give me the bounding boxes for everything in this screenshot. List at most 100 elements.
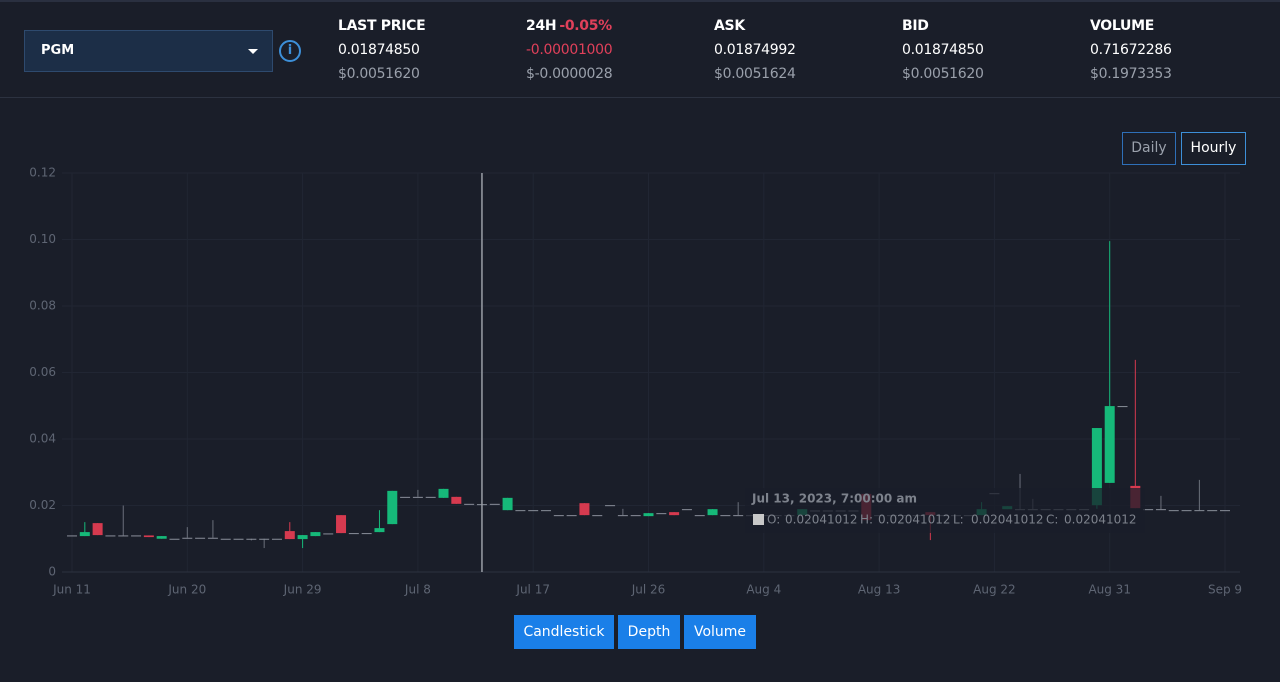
header: PGM i LAST PRICE 0.01874850 $0.0051620 24H -… — [0, 0, 1280, 98]
candle-body — [1091, 428, 1102, 506]
candle-body — [541, 510, 552, 512]
candle-body — [528, 510, 539, 512]
candle-body — [669, 512, 680, 516]
tooltip-value: 0.02041012 — [878, 513, 951, 527]
candle-body — [1155, 509, 1166, 511]
candle-body — [220, 538, 231, 540]
candle-body — [1194, 510, 1205, 512]
y-tick-label: 0.02 — [29, 498, 56, 512]
stat-label-text: LAST PRICE — [338, 18, 426, 34]
candle-body — [271, 538, 282, 540]
candle-body — [1104, 406, 1115, 483]
hourly-button[interactable]: Hourly — [1181, 132, 1246, 165]
candle-body — [169, 538, 180, 540]
candle-body — [579, 503, 590, 516]
y-tick-label: 0 — [48, 565, 56, 579]
candle-body — [733, 515, 744, 517]
info-icon[interactable]: i — [279, 40, 301, 62]
tooltip-value: 0.02041012 — [785, 513, 858, 527]
tooltip-label: C: — [1046, 513, 1058, 527]
candle-body — [284, 531, 295, 540]
candle-body — [118, 535, 129, 537]
stat-label: ASK — [714, 18, 745, 34]
stat-label: LAST PRICE — [338, 18, 426, 34]
y-tick-label: 0.12 — [29, 166, 56, 180]
stat-usd: $0.0051620 — [902, 66, 984, 82]
candle-body — [464, 503, 475, 505]
candle-body — [720, 515, 731, 517]
candle-body — [182, 537, 193, 539]
candle-body — [643, 513, 654, 517]
candle-body — [387, 490, 398, 525]
tooltip-value: 0.02041012 — [971, 513, 1044, 527]
candle-body — [1117, 406, 1128, 408]
x-tick-label: Jun 11 — [52, 583, 91, 597]
tooltip-value: 0.02041012 — [1064, 513, 1137, 527]
stat-value: 0.01874992 — [714, 42, 796, 58]
x-tick-label: Sep 9 — [1208, 583, 1242, 597]
y-tick-label: 0.10 — [29, 232, 56, 246]
candle-body — [233, 538, 244, 540]
candle-body — [336, 515, 347, 534]
candlestick-button[interactable]: Candlestick — [514, 615, 614, 649]
candle-body — [566, 515, 577, 517]
candle-body — [451, 496, 462, 504]
daily-button[interactable]: Daily — [1122, 132, 1176, 165]
candle-body — [131, 535, 142, 537]
depth-button[interactable]: Depth — [618, 615, 680, 649]
x-tick-label: Jun 20 — [167, 583, 206, 597]
stat-label-text: VOLUME — [1090, 18, 1154, 34]
stat-value: 0.71672286 — [1090, 42, 1172, 58]
candle-body — [79, 532, 90, 537]
candle-body — [105, 535, 116, 537]
stat-value: 0.01874850 — [338, 42, 420, 58]
x-tick-label: Aug 31 — [1088, 583, 1131, 597]
stat-usd: $-0.0000028 — [526, 66, 613, 82]
candle-body — [207, 537, 218, 539]
candle-body — [92, 523, 103, 536]
candle-body — [425, 496, 436, 498]
candle-body — [348, 533, 359, 535]
pair-name: PGM — [41, 43, 75, 58]
candle-body — [1143, 509, 1154, 511]
x-tick-label: Jul 17 — [515, 583, 550, 597]
stat-change: -0.05% — [559, 18, 612, 34]
x-tick-label: Jul 8 — [404, 583, 431, 597]
tooltip-date: Jul 13, 2023, 7:00:00 am — [751, 492, 917, 506]
candle-body — [489, 503, 500, 505]
stat-usd: $0.0051624 — [714, 66, 796, 82]
x-tick-label: Aug 13 — [858, 583, 901, 597]
candle-body — [656, 513, 667, 515]
x-tick-label: Aug 22 — [973, 583, 1016, 597]
y-tick-label: 0.04 — [29, 432, 56, 446]
candle-body — [246, 538, 257, 540]
candle-body — [592, 515, 603, 517]
stat-label-text: 24H — [526, 18, 557, 34]
candle-body — [374, 528, 385, 533]
candle-body — [1220, 510, 1230, 512]
x-tick-label: Jul 26 — [631, 583, 666, 597]
candle-body — [681, 509, 692, 511]
volume-button[interactable]: Volume — [684, 615, 756, 649]
candle-body — [630, 515, 641, 517]
caret — [248, 49, 258, 54]
candle-body — [438, 488, 449, 498]
candle-body — [1207, 510, 1218, 512]
candle-body — [297, 535, 308, 540]
x-tick-label: Jun 29 — [283, 583, 322, 597]
candle-body — [617, 515, 628, 517]
candle-body — [1181, 510, 1192, 512]
tooltip-label: H: — [860, 513, 873, 527]
candle-body — [400, 496, 411, 498]
tooltip-label: L: — [953, 513, 964, 527]
pair-selector[interactable]: PGM — [24, 30, 273, 72]
stat-label: VOLUME — [1090, 18, 1154, 34]
candle-body — [515, 510, 526, 512]
stat-label: 24H -0.05% — [526, 18, 612, 34]
y-tick-label: 0.06 — [29, 365, 56, 379]
stat-usd: $0.0051620 — [338, 66, 420, 82]
stat-label: BID — [902, 18, 929, 34]
candle-body — [195, 537, 206, 539]
